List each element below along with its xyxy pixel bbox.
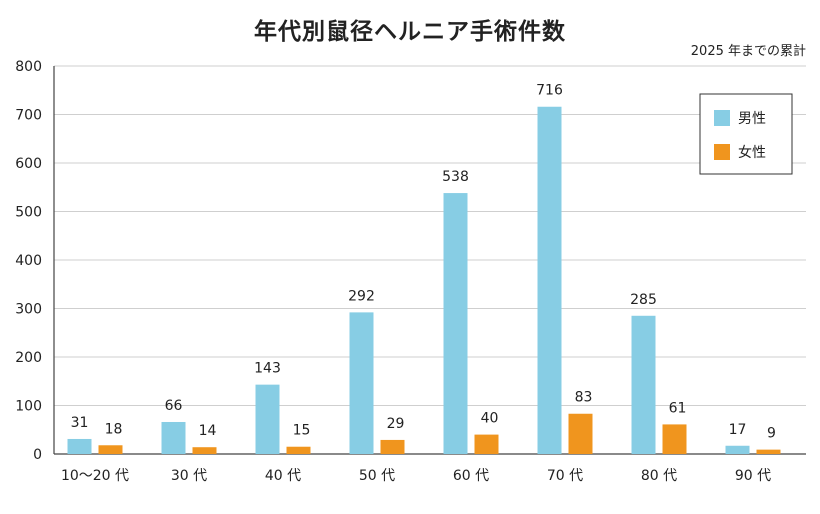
legend-swatch — [714, 144, 730, 160]
legend-box — [699, 93, 793, 175]
legend-label: 女性 — [738, 144, 766, 161]
bar-male — [537, 106, 562, 455]
bar-male — [725, 445, 750, 454]
x-tick-label: 10～20 代 — [61, 468, 129, 484]
bar-female — [192, 447, 217, 454]
data-label: 17 — [729, 422, 747, 438]
x-tick-label: 70 代 — [547, 468, 583, 484]
y-tick-label: 100 — [15, 399, 42, 415]
data-label: 538 — [442, 169, 469, 185]
chart-title: 年代別鼠径ヘルニア手術件数 — [254, 19, 566, 45]
bar-female — [474, 434, 499, 454]
data-label: 143 — [254, 361, 281, 377]
bar-male — [631, 315, 656, 454]
y-tick-label: 0 — [33, 447, 42, 463]
y-tick-label: 300 — [15, 302, 42, 318]
data-label: 66 — [165, 398, 183, 414]
y-tick-label: 500 — [15, 205, 42, 221]
legend-swatch — [714, 110, 730, 126]
data-label: 716 — [536, 83, 563, 99]
bar-male — [161, 421, 186, 454]
y-tick-label: 600 — [15, 156, 42, 172]
data-label: 40 — [481, 411, 499, 427]
bar-male — [443, 193, 468, 454]
x-tick-label: 80 代 — [641, 468, 677, 484]
bar-male — [67, 438, 92, 454]
x-tick-label: 40 代 — [265, 468, 301, 484]
chart-subtitle: 2025 年までの累計 — [690, 44, 806, 59]
data-label: 15 — [293, 423, 311, 439]
y-tick-label: 200 — [15, 350, 42, 366]
data-label: 31 — [71, 415, 89, 431]
data-label: 14 — [199, 423, 217, 439]
y-tick-label: 400 — [15, 253, 42, 269]
legend-label: 男性 — [738, 111, 766, 127]
y-tick-label: 700 — [15, 108, 42, 124]
data-label: 285 — [630, 292, 657, 308]
bar-female — [662, 424, 687, 454]
data-label: 61 — [669, 400, 687, 416]
data-label: 292 — [348, 288, 375, 304]
y-tick-label: 800 — [15, 59, 42, 75]
bar-male — [255, 384, 280, 454]
data-label: 29 — [387, 416, 405, 432]
data-label: 9 — [767, 426, 776, 442]
bar-female — [568, 413, 593, 454]
x-tick-label: 30 代 — [171, 468, 207, 484]
bar-female — [98, 445, 123, 454]
data-label: 83 — [575, 390, 593, 406]
bar-male — [349, 312, 374, 454]
x-tick-label: 60 代 — [453, 468, 489, 484]
x-tick-label: 90 代 — [735, 468, 771, 484]
data-label: 18 — [105, 421, 123, 437]
bar-female — [380, 439, 405, 454]
bar-female — [756, 449, 781, 454]
bar-female — [286, 446, 311, 454]
x-tick-label: 50 代 — [359, 468, 395, 484]
